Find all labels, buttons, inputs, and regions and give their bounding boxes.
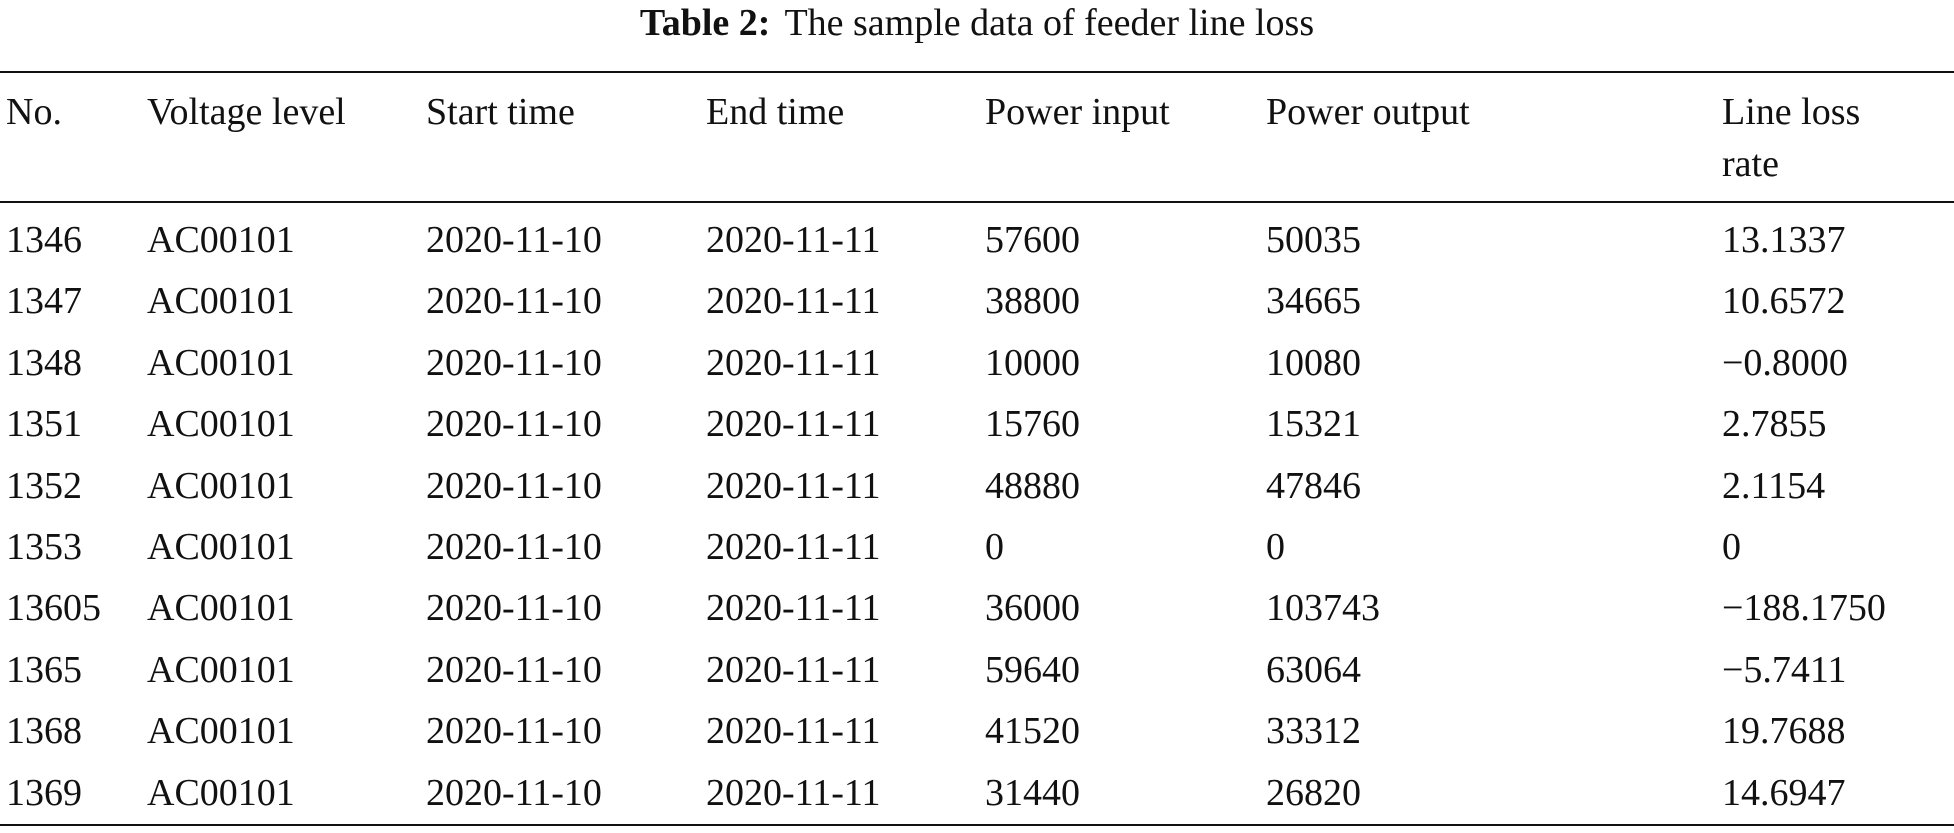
table-cell: 33312 xyxy=(1266,710,1361,753)
table-cell: 1348 xyxy=(6,341,82,384)
table-cell: 26820 xyxy=(1266,771,1361,814)
table-cell: 2020-11-11 xyxy=(706,526,881,568)
table-cell: 10.6572 xyxy=(1722,280,1846,323)
header-cell: Start time xyxy=(426,91,575,133)
table-caption: Table 2: The sample data of feeder line l… xyxy=(0,0,1954,46)
table-cell: 2020-11-10 xyxy=(426,587,602,630)
table-cell: AC00101 xyxy=(147,280,295,323)
table-cell: 1347 xyxy=(6,280,82,323)
table-cell: 59640 xyxy=(985,648,1080,691)
top-rule xyxy=(0,71,1954,73)
table-cell: AC00101 xyxy=(147,648,295,691)
table-cell: 2020-11-11 xyxy=(706,464,881,507)
table-cell: 57600 xyxy=(985,219,1080,261)
table-cell: 48880 xyxy=(985,464,1080,507)
table-cell: 2020-11-11 xyxy=(706,403,881,446)
header-cell: Voltage level xyxy=(147,91,346,133)
table-cell: 13605 xyxy=(6,587,101,630)
header-cell: End time xyxy=(706,91,845,133)
table-cell: 47846 xyxy=(1266,464,1361,507)
table-cell: −188.1750 xyxy=(1722,587,1886,630)
table-cell: 1352 xyxy=(6,464,82,507)
table-cell: 2020-11-10 xyxy=(426,403,602,446)
table-cell: 2020-11-11 xyxy=(706,341,881,384)
table-cell: 2.7855 xyxy=(1722,403,1827,446)
table-cell: 2020-11-11 xyxy=(706,219,881,261)
table-cell: −0.8000 xyxy=(1722,341,1848,384)
header-cell: Power input xyxy=(985,91,1170,133)
table-cell: 63064 xyxy=(1266,648,1361,691)
table-cell: 31440 xyxy=(985,771,1080,814)
table-cell: 38800 xyxy=(985,280,1080,323)
table-cell: 1346 xyxy=(6,219,82,261)
table-cell: 2020-11-10 xyxy=(426,648,602,691)
table-cell: AC00101 xyxy=(147,219,295,261)
table-cell: 34665 xyxy=(1266,280,1361,323)
table-cell: AC00101 xyxy=(147,341,295,384)
table-cell: 2020-11-11 xyxy=(706,280,881,323)
table-cell: 2.1154 xyxy=(1722,464,1826,507)
table-cell: 15760 xyxy=(985,403,1080,446)
table-cell: 1368 xyxy=(6,710,82,753)
header-cell: Power output xyxy=(1266,91,1470,133)
table-cell: 14.6947 xyxy=(1722,771,1846,814)
table-cell: AC00101 xyxy=(147,771,295,814)
caption-label: Table 2: xyxy=(639,2,771,44)
table-cell: AC00101 xyxy=(147,403,295,446)
table-cell: 10080 xyxy=(1266,341,1361,384)
table-cell: 1365 xyxy=(6,648,82,691)
table-cell: 15321 xyxy=(1266,403,1361,446)
table-cell: AC00101 xyxy=(147,526,295,568)
table-cell: 2020-11-10 xyxy=(426,464,602,507)
table-cell: 0 xyxy=(1722,526,1741,568)
table-cell: 103743 xyxy=(1266,587,1380,630)
table-cell: 2020-11-10 xyxy=(426,219,602,261)
header-cell: No. xyxy=(6,91,62,133)
table-cell: 41520 xyxy=(985,710,1080,753)
table-cell: 2020-11-10 xyxy=(426,710,602,753)
table-cell: 10000 xyxy=(985,341,1080,384)
table-cell: 2020-11-10 xyxy=(426,280,602,323)
table-cell: 2020-11-11 xyxy=(706,710,881,753)
table-cell: 2020-11-10 xyxy=(426,526,602,568)
caption-text: The sample data of feeder line loss xyxy=(784,2,1315,44)
bottom-rule xyxy=(0,824,1954,826)
table-cell: −5.7411 xyxy=(1722,648,1847,691)
table-cell: 2020-11-10 xyxy=(426,341,602,384)
table-cell: AC00101 xyxy=(147,464,295,507)
header-rule xyxy=(0,201,1954,203)
table-cell: 1351 xyxy=(6,403,82,446)
table-cell: AC00101 xyxy=(147,710,295,753)
table-cell: 0 xyxy=(985,526,1004,568)
table-cell: 1369 xyxy=(6,771,82,814)
table-cell: 2020-11-11 xyxy=(706,587,881,630)
table-cell: 1353 xyxy=(6,526,82,568)
table-cell: AC00101 xyxy=(147,587,295,630)
table-cell: 2020-11-11 xyxy=(706,771,881,814)
table-cell: 2020-11-10 xyxy=(426,771,602,814)
table-cell: 0 xyxy=(1266,526,1285,568)
table-cell: 50035 xyxy=(1266,219,1361,261)
table-cell: 36000 xyxy=(985,587,1080,630)
table-cell: 13.1337 xyxy=(1722,219,1846,261)
table-cell: 19.7688 xyxy=(1722,710,1846,753)
header-cell: Line loss rate xyxy=(1722,91,1861,185)
table-cell: 2020-11-11 xyxy=(706,648,881,691)
